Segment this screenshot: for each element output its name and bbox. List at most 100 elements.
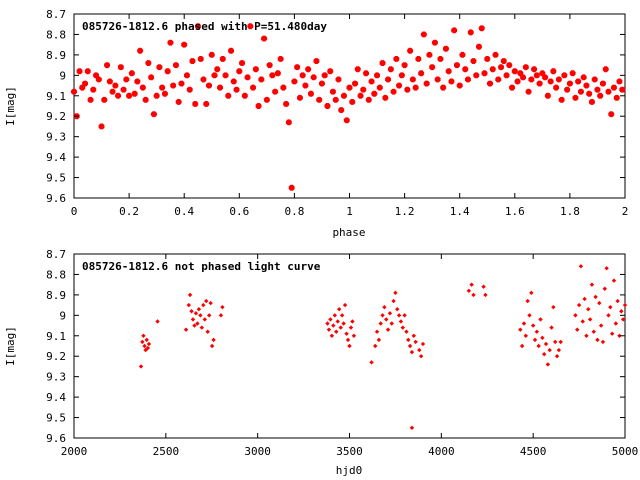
y-tick-label: 8.9 — [46, 289, 66, 302]
data-point — [87, 96, 94, 103]
data-point — [390, 88, 397, 95]
data-point — [605, 88, 612, 95]
data-point — [476, 43, 482, 50]
data-point — [534, 329, 540, 334]
data-point — [545, 362, 551, 367]
data-point — [208, 300, 213, 306]
data-point — [379, 60, 386, 66]
data-point — [357, 92, 364, 99]
data-point — [76, 68, 83, 75]
data-point — [346, 84, 353, 91]
x-tick-label: 4000 — [428, 445, 455, 458]
data-point — [139, 84, 146, 91]
x-tick-label: 0.8 — [284, 205, 304, 218]
data-point — [269, 72, 276, 79]
data-point — [321, 72, 328, 79]
data-point — [385, 76, 391, 83]
data-point — [544, 92, 551, 99]
data-point — [206, 313, 212, 318]
data-point — [351, 333, 357, 338]
data-point — [106, 78, 113, 85]
unphased-y-ticks: 8.7 8.8 8.9 9 9.1 9.2 9.3 9.4 9.5 9.6 — [46, 248, 625, 445]
data-point — [467, 29, 474, 36]
data-point — [313, 58, 320, 64]
data-point — [398, 72, 405, 79]
data-point — [409, 76, 416, 83]
data-point — [186, 302, 191, 308]
data-point — [347, 343, 352, 349]
data-point — [558, 96, 565, 103]
data-point — [150, 111, 157, 118]
y-tick-label: 8.8 — [46, 28, 66, 41]
data-point — [597, 92, 604, 99]
data-point — [95, 76, 102, 83]
phased-y-axis-label: I[mag] — [4, 86, 17, 126]
data-point — [409, 349, 415, 355]
data-point — [178, 80, 185, 87]
data-point — [456, 82, 463, 89]
phased-plot-panel: 0 0.2 0.4 0.6 0.8 1 1.2 1.4 1.6 1.8 2 8.7 8.8 8.9 9 9.… — [4, 8, 628, 239]
data-point — [145, 60, 152, 66]
data-point — [617, 333, 622, 338]
data-point — [236, 68, 243, 75]
y-tick-label: 9 — [59, 69, 66, 82]
data-point — [200, 76, 207, 83]
data-point — [454, 62, 460, 69]
data-point — [459, 51, 466, 58]
data-point — [137, 47, 144, 54]
data-point — [395, 307, 400, 312]
data-point — [484, 56, 491, 62]
data-point — [134, 78, 141, 85]
data-point — [183, 327, 189, 332]
y-tick-label: 9.4 — [46, 391, 66, 404]
data-point — [536, 343, 541, 349]
data-point — [580, 74, 587, 81]
data-point — [543, 341, 549, 347]
data-point — [189, 58, 196, 64]
data-point — [272, 88, 279, 95]
data-point — [385, 327, 391, 332]
data-point — [519, 343, 525, 349]
data-point — [376, 337, 382, 343]
data-point — [393, 290, 398, 296]
data-point — [401, 62, 408, 69]
data-point — [184, 72, 190, 79]
x-tick-label: 1.6 — [505, 205, 525, 218]
data-point — [609, 331, 615, 336]
data-point — [556, 347, 562, 353]
data-point — [225, 92, 232, 99]
data-point — [604, 266, 609, 271]
data-point — [400, 325, 405, 330]
data-point — [423, 80, 430, 87]
data-point — [167, 39, 174, 46]
data-point — [297, 94, 303, 101]
data-point — [569, 70, 576, 77]
data-point — [350, 319, 355, 324]
data-point — [511, 68, 518, 75]
data-point — [109, 88, 116, 95]
data-point — [387, 311, 393, 316]
data-point — [420, 341, 426, 347]
data-point — [156, 64, 163, 71]
data-point — [473, 72, 480, 79]
data-point — [192, 323, 197, 328]
data-point — [597, 300, 602, 306]
data-point — [600, 80, 606, 87]
data-point — [120, 86, 127, 93]
phased-y-ticks: 8.7 8.8 8.9 9 9.1 9.2 9.3 9.4 9.5 9.6 — [46, 8, 625, 205]
data-point — [608, 304, 613, 310]
data-point — [382, 94, 389, 101]
data-point — [319, 80, 325, 87]
phased-x-axis-label: phase — [332, 226, 365, 239]
data-point — [448, 78, 455, 85]
data-point — [354, 66, 361, 73]
data-point — [481, 284, 486, 289]
data-point — [189, 309, 194, 314]
data-point — [197, 56, 204, 62]
data-point — [211, 72, 218, 79]
data-point — [288, 184, 295, 191]
data-point — [547, 347, 552, 353]
data-point — [146, 341, 152, 347]
data-point — [208, 51, 215, 58]
data-point — [233, 86, 240, 93]
